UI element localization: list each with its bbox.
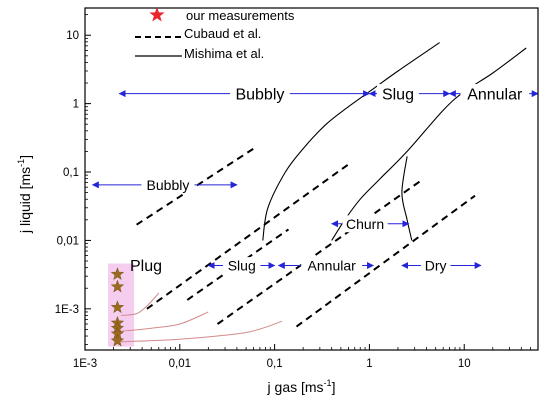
y-tick-label-4: 10 xyxy=(66,30,79,42)
legend-label-mishima: Mishima et al. xyxy=(184,46,264,61)
cubaud-line-1 xyxy=(146,161,353,310)
regime-label-4: Churn xyxy=(346,216,384,232)
cubaud-lines xyxy=(136,147,476,328)
y-tick-label-3: 1 xyxy=(73,99,79,111)
y-tick-label-1: 0,01 xyxy=(57,235,79,247)
regime-label-1: Slug xyxy=(382,86,414,103)
x-axis-title: j gas [ms-1] xyxy=(267,378,336,395)
measurement-point-2 xyxy=(110,300,125,314)
y-tick-label-2: 0,1 xyxy=(63,167,79,179)
legend-label-measurements: our measurements xyxy=(186,8,295,23)
regime-label-2: Annular xyxy=(467,86,523,103)
regime-label-bg-4 xyxy=(342,215,388,233)
shaded-regions xyxy=(108,263,135,347)
measurement-points xyxy=(110,267,125,347)
fit-line-2 xyxy=(120,320,283,343)
regime-label-8: Dry xyxy=(425,258,447,274)
x-tick-label-2: 0,1 xyxy=(267,358,283,370)
mishima-line-2 xyxy=(401,156,413,241)
regime-label-bg-3 xyxy=(141,176,195,194)
measurement-point-6 xyxy=(110,333,125,347)
x-tick-label-4: 10 xyxy=(458,358,471,370)
mishima-line-1 xyxy=(331,47,527,241)
measurement-point-0 xyxy=(110,267,125,280)
legend-label-cubaud: Cubaud et al. xyxy=(184,26,261,41)
regime-label-bg-0 xyxy=(230,84,290,104)
measurement-point-1 xyxy=(110,279,125,293)
shaded-region-0 xyxy=(108,263,135,347)
x-tick-label-0: 1E-3 xyxy=(73,358,97,370)
regime-label-bg-2 xyxy=(460,84,530,104)
regime-label-5: Plug xyxy=(130,258,162,275)
fit-line-0 xyxy=(120,292,160,316)
mishima-lines xyxy=(262,42,527,241)
regime-label-6: Slug xyxy=(228,258,256,274)
regime-label-0: Bubbly xyxy=(235,86,284,103)
mishima-line-0 xyxy=(262,42,440,241)
regime-label-bg-1 xyxy=(377,84,419,104)
legend: our measurements Cubaud et al. Mishima e… xyxy=(135,7,295,61)
regime-label-7: Annular xyxy=(308,258,357,274)
measurement-fit-lines xyxy=(120,292,283,343)
cubaud-line-4 xyxy=(295,194,476,328)
regime-label-bg-6 xyxy=(223,257,261,274)
x-axis-ticks: 1E-3 0,01 0,1 1 10 xyxy=(73,344,539,370)
y-axis-title: j liquid [ms-1] xyxy=(16,155,33,234)
regime-label-bg-8 xyxy=(420,257,451,274)
x-tick-label-1: 0,01 xyxy=(169,358,191,370)
cubaud-line-3 xyxy=(216,179,422,325)
fit-line-1 xyxy=(120,311,209,332)
y-axis-ticks: 1E-3 0,01 0,1 1 10 xyxy=(55,14,91,345)
legend-star-icon xyxy=(149,7,165,22)
regime-label-3: Bubbly xyxy=(147,177,190,193)
regime-label-bg-7 xyxy=(301,257,363,274)
regime-annotations: Bubbly Slug Annular Bubbly Churn Plug Slug Annu… xyxy=(91,84,539,275)
y-tick-label-0: 1E-3 xyxy=(55,304,79,316)
x-tick-label-3: 1 xyxy=(366,358,372,370)
